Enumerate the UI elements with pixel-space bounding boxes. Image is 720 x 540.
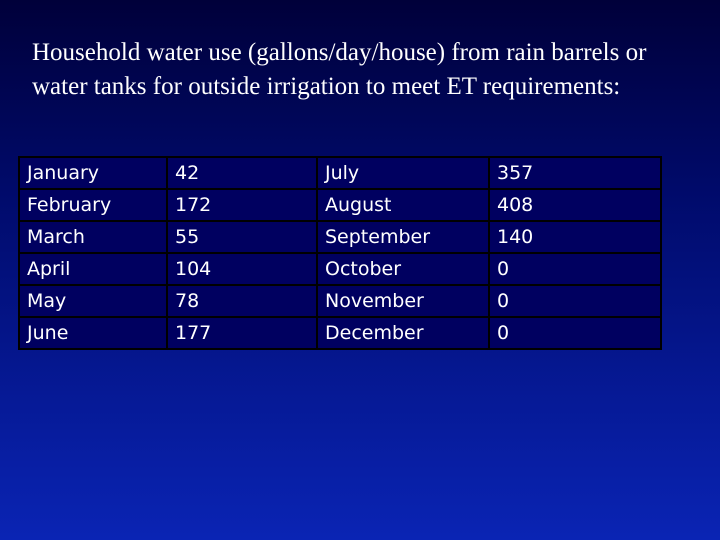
month-cell: October: [316, 252, 490, 286]
table-row: May 78 November 0: [18, 284, 662, 318]
month-cell: May: [18, 284, 168, 318]
month-cell: June: [18, 316, 168, 350]
table-row: June 177 December 0: [18, 316, 662, 350]
value-cell: 55: [166, 220, 318, 254]
table-row: April 104 October 0: [18, 252, 662, 286]
value-cell: 0: [488, 252, 662, 286]
value-cell: 177: [166, 316, 318, 350]
water-use-table: January 42 July 357 February 172 August …: [18, 156, 662, 350]
value-cell: 78: [166, 284, 318, 318]
value-cell: 0: [488, 316, 662, 350]
table-row: February 172 August 408: [18, 188, 662, 222]
slide-title: Household water use (gallons/day/house) …: [32, 39, 647, 100]
month-cell: March: [18, 220, 168, 254]
month-cell: December: [316, 316, 490, 350]
value-cell: 408: [488, 188, 662, 222]
value-cell: 0: [488, 284, 662, 318]
month-cell: February: [18, 188, 168, 222]
month-cell: August: [316, 188, 490, 222]
month-cell: November: [316, 284, 490, 318]
month-cell: January: [18, 156, 168, 190]
value-cell: 42: [166, 156, 318, 190]
month-cell: September: [316, 220, 490, 254]
value-cell: 172: [166, 188, 318, 222]
table-row: January 42 July 357: [18, 156, 662, 190]
value-cell: 140: [488, 220, 662, 254]
month-cell: July: [316, 156, 490, 190]
month-cell: April: [18, 252, 168, 286]
table-row: March 55 September 140: [18, 220, 662, 254]
value-cell: 357: [488, 156, 662, 190]
value-cell: 104: [166, 252, 318, 286]
